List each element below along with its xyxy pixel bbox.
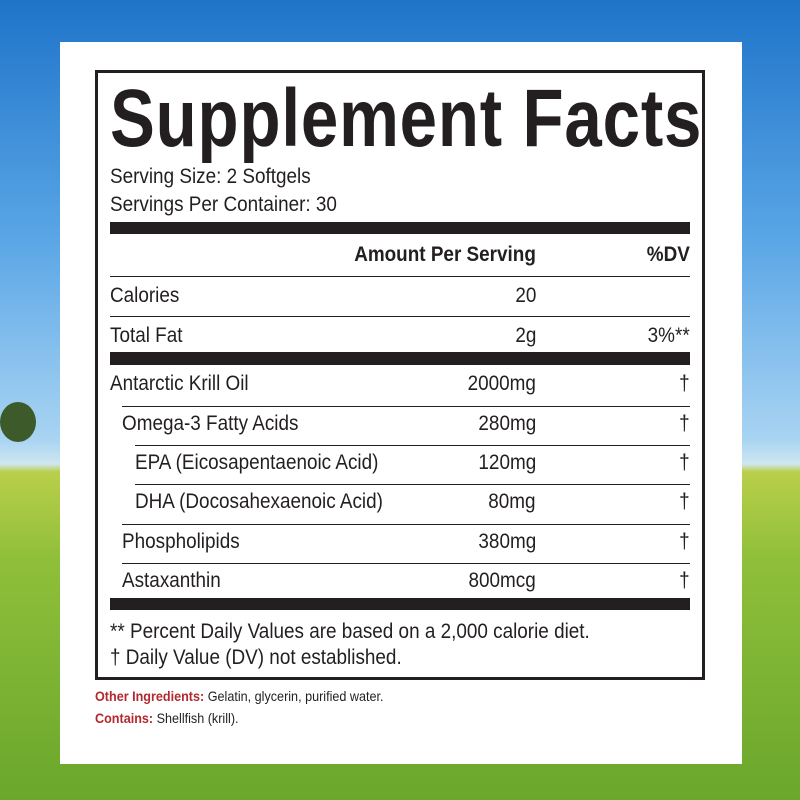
row-name: Omega-3 Fatty Acids (122, 412, 299, 435)
row-dv: † (679, 490, 690, 513)
row-name: Total Fat (110, 324, 183, 347)
contains-text: Shellfish (krill). (156, 710, 239, 726)
rule (122, 406, 690, 407)
rule (135, 484, 690, 485)
thick-rule (110, 222, 690, 234)
row-amount: 800mcg (468, 569, 536, 592)
header-amount: Amount Per Serving (354, 243, 536, 266)
rule (110, 316, 690, 317)
rule (122, 563, 690, 564)
row-dv: † (679, 530, 690, 553)
facts-box (95, 70, 705, 680)
row-amount: 280mg (478, 412, 536, 435)
rule (122, 524, 690, 525)
row-amount: 80mg (488, 490, 536, 513)
row-name: Antarctic Krill Oil (110, 372, 249, 395)
row-amount: 120mg (478, 451, 536, 474)
other-ingredients-label: Other Ingredients: (95, 688, 205, 704)
serving-size: Serving Size: 2 Softgels (110, 165, 311, 188)
thick-rule (110, 598, 690, 610)
row-dv: † (679, 569, 690, 592)
other-ingredients-text: Gelatin, glycerin, purified water. (207, 688, 384, 704)
row-dv: † (679, 451, 690, 474)
footnote: ** Percent Daily Values are based on a 2… (110, 620, 590, 643)
tree (0, 402, 36, 442)
row-amount: 2000mg (467, 372, 536, 395)
thick-rule (110, 352, 690, 365)
rule (135, 445, 690, 446)
row-name: Phospholipids (122, 530, 240, 553)
row-dv: † (679, 372, 690, 395)
contains: Contains: Shellfish (krill). (95, 710, 239, 726)
header-dv: %DV (646, 243, 690, 266)
row-dv: 3%** (647, 324, 690, 347)
row-name: DHA (Docosahexaenoic Acid) (135, 490, 383, 513)
footnote: † Daily Value (DV) not established. (110, 646, 402, 669)
title: Supplement Facts (110, 73, 703, 164)
row-amount: 20 (514, 284, 536, 307)
label-panel (60, 42, 742, 764)
row-name: EPA (Eicosapentaenoic Acid) (135, 451, 379, 474)
row-name: Calories (110, 284, 180, 307)
row-dv: † (679, 412, 690, 435)
row-amount: 2g (514, 324, 536, 347)
row-amount: 380mg (478, 530, 536, 553)
other-ingredients: Other Ingredients: Gelatin, glycerin, pu… (95, 688, 384, 704)
servings-per-container: Servings Per Container: 30 (110, 193, 337, 216)
contains-label: Contains: (95, 710, 154, 726)
row-name: Astaxanthin (122, 569, 221, 592)
rule (110, 276, 690, 277)
